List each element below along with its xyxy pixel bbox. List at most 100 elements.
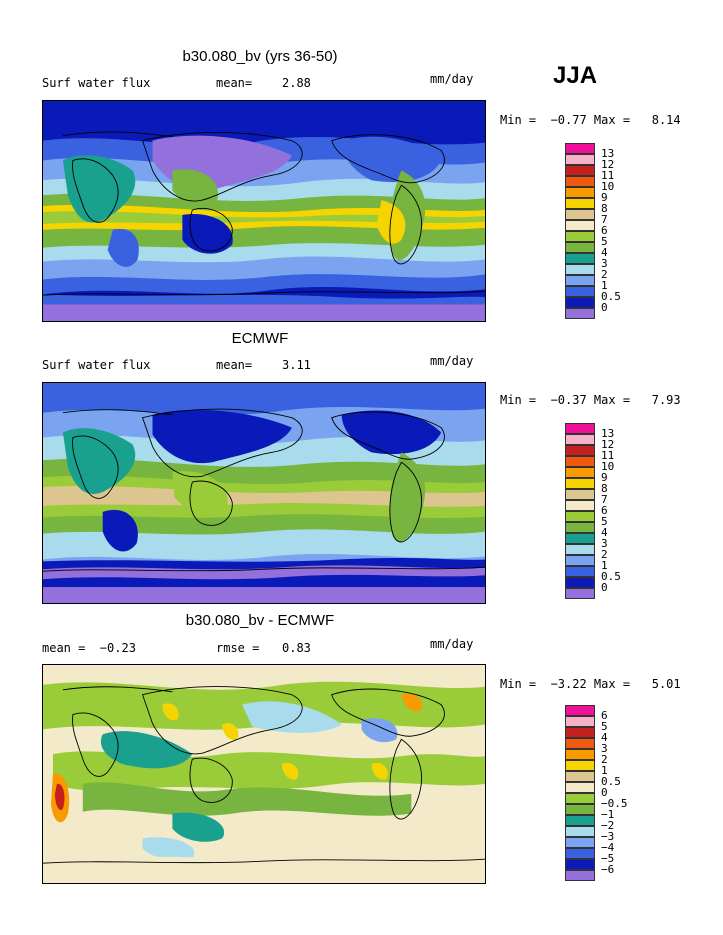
- panel-1-variable-label: Surf water flux: [42, 76, 151, 90]
- panel-2-colorbar: 13 12 11 10 9 8 7 6 5 4 3 2 1 0.5 0: [565, 423, 645, 603]
- colorbar-swatch: [565, 500, 595, 511]
- colorbar-swatch: [565, 209, 595, 220]
- colorbar-swatch: [565, 242, 595, 253]
- colorbar-label: −4: [601, 841, 615, 854]
- colorbar-swatch: [565, 793, 595, 804]
- colorbar-label: 13: [601, 427, 615, 440]
- panel-2-variable-label: Surf water flux: [42, 358, 151, 372]
- colorbar-swatch: [565, 555, 595, 566]
- panel-3-colorbar: 6 5 4 3 2 1 0.5 0 −0.5 −1 −2 −3 −4 −5 −6: [565, 705, 645, 885]
- colorbar-label: 10: [601, 460, 615, 473]
- colorbar-swatch: [565, 220, 595, 231]
- panel-2-stat-value: 3.11: [282, 358, 311, 372]
- colorbar-label: 6: [601, 504, 608, 517]
- colorbar-label: 2: [601, 268, 608, 281]
- panel-2-units: mm/day: [430, 354, 474, 368]
- colorbar-label: 5: [601, 235, 608, 248]
- colorbar-label: 0.5: [601, 290, 621, 303]
- colorbar-swatch: [565, 727, 595, 738]
- colorbar-swatch: [565, 815, 595, 826]
- panel-3-title: b30.080_bv - ECMWF: [185, 612, 335, 629]
- colorbar-label: 1: [601, 559, 608, 572]
- colorbar-label: 3: [601, 257, 608, 270]
- colorbar-swatch: [565, 804, 595, 815]
- colorbar-swatch: [565, 308, 595, 319]
- panel-1-colorbar: 13 12 11 10 9 8 7 6 5 4 3 2 1 0.5 0: [565, 143, 645, 323]
- panel-2-map: [42, 382, 486, 604]
- colorbar-label: 7: [601, 213, 608, 226]
- colorbar-swatch: [565, 434, 595, 445]
- panel-2-minmax: Min = −0.37 Max = 7.93: [500, 393, 681, 407]
- panel-2-title: ECMWF: [231, 330, 289, 347]
- colorbar-label: 6: [601, 224, 608, 237]
- colorbar-label: 13: [601, 147, 615, 160]
- colorbar-swatch: [565, 423, 595, 434]
- colorbar-label: 4: [601, 526, 608, 539]
- colorbar-swatch: [565, 253, 595, 264]
- colorbar-label: −0.5: [601, 797, 628, 810]
- panel-3-mean-label: mean = −0.23: [42, 641, 136, 655]
- colorbar-swatch: [565, 187, 595, 198]
- colorbar-swatch: [565, 297, 595, 308]
- panel-1-minmax: Min = −0.77 Max = 8.14: [500, 113, 681, 127]
- colorbar-swatch: [565, 837, 595, 848]
- colorbar-swatch: [565, 760, 595, 771]
- colorbar-swatch: [565, 782, 595, 793]
- colorbar-label: −2: [601, 819, 615, 832]
- panel-1-stat-label: mean=: [216, 76, 253, 90]
- colorbar-label: 9: [601, 471, 608, 484]
- colorbar-label: 4: [601, 246, 608, 259]
- colorbar-label: 12: [601, 158, 615, 171]
- colorbar-label: 3: [601, 537, 608, 550]
- panel-1-stat-value: 2.88: [282, 76, 311, 90]
- colorbar-swatch: [565, 848, 595, 859]
- colorbar-label: 4: [601, 731, 608, 744]
- colorbar-swatch: [565, 749, 595, 760]
- colorbar-label: 2: [601, 548, 608, 561]
- colorbar-label: 11: [601, 169, 615, 182]
- panel-1-title: b30.080_bv (yrs 36-50): [182, 48, 338, 65]
- colorbar-swatch: [565, 771, 595, 782]
- colorbar-label: 0: [601, 786, 608, 799]
- panel-3-map: [42, 664, 486, 884]
- panel-1-map: [42, 100, 486, 322]
- panel-3-units: mm/day: [430, 637, 474, 651]
- colorbar-label: 1: [601, 764, 608, 777]
- colorbar-swatch: [565, 478, 595, 489]
- colorbar-swatch: [565, 264, 595, 275]
- colorbar-label: 5: [601, 720, 608, 733]
- colorbar-label: 7: [601, 493, 608, 506]
- colorbar-label: 5: [601, 515, 608, 528]
- colorbar-swatch: [565, 577, 595, 588]
- colorbar-label: 8: [601, 482, 608, 495]
- colorbar-label: 0: [601, 301, 608, 314]
- colorbar-swatch: [565, 533, 595, 544]
- colorbar-label: 12: [601, 438, 615, 451]
- colorbar-swatch: [565, 588, 595, 599]
- colorbar-swatch: [565, 445, 595, 456]
- colorbar-label: 0.5: [601, 570, 621, 583]
- colorbar-swatch: [565, 705, 595, 716]
- colorbar-label: 9: [601, 191, 608, 204]
- colorbar-swatch: [565, 176, 595, 187]
- colorbar-swatch: [565, 522, 595, 533]
- colorbar-swatch: [565, 716, 595, 727]
- colorbar-label: 0.5: [601, 775, 621, 788]
- colorbar-label: −6: [601, 863, 615, 876]
- panel-3-stat-label: rmse =: [216, 641, 260, 655]
- colorbar-label: 8: [601, 202, 608, 215]
- colorbar-swatch: [565, 154, 595, 165]
- colorbar-swatch: [565, 456, 595, 467]
- colorbar-swatch: [565, 165, 595, 176]
- colorbar-label: 10: [601, 180, 615, 193]
- colorbar-label: 3: [601, 742, 608, 755]
- colorbar-label: −1: [601, 808, 615, 821]
- colorbar-swatch: [565, 467, 595, 478]
- colorbar-label: 11: [601, 449, 615, 462]
- colorbar-swatch: [565, 826, 595, 837]
- season-label: JJA: [553, 62, 598, 89]
- colorbar-swatch: [565, 275, 595, 286]
- colorbar-label: 6: [601, 709, 608, 722]
- panel-3-minmax: Min = −3.22 Max = 5.01: [500, 677, 681, 691]
- colorbar-swatch: [565, 738, 595, 749]
